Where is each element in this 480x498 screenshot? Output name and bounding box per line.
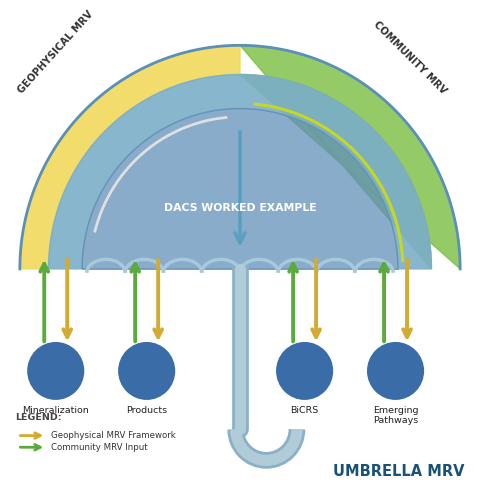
Text: Products: Products: [126, 406, 167, 415]
Text: BiCRS: BiCRS: [290, 406, 319, 415]
Text: Community MRV Input: Community MRV Input: [51, 443, 147, 452]
Text: Mineralization: Mineralization: [23, 406, 89, 415]
Text: LEGEND:: LEGEND:: [15, 413, 61, 422]
Text: UMBRELLA MRV: UMBRELLA MRV: [334, 464, 465, 479]
Ellipse shape: [28, 343, 83, 399]
Ellipse shape: [277, 343, 332, 399]
Text: DACS WORKED EXAMPLE: DACS WORKED EXAMPLE: [164, 203, 316, 213]
Polygon shape: [20, 45, 240, 269]
Text: COMMUNITY MRV: COMMUNITY MRV: [372, 19, 448, 96]
Polygon shape: [240, 45, 460, 269]
Text: Emerging
Pathways: Emerging Pathways: [373, 406, 418, 425]
Text: Geophysical MRV Framework: Geophysical MRV Framework: [51, 431, 176, 440]
Polygon shape: [48, 75, 432, 269]
Polygon shape: [82, 109, 398, 269]
Ellipse shape: [119, 343, 174, 399]
Text: GEOPHYSICAL MRV: GEOPHYSICAL MRV: [16, 9, 96, 96]
Ellipse shape: [368, 343, 423, 399]
